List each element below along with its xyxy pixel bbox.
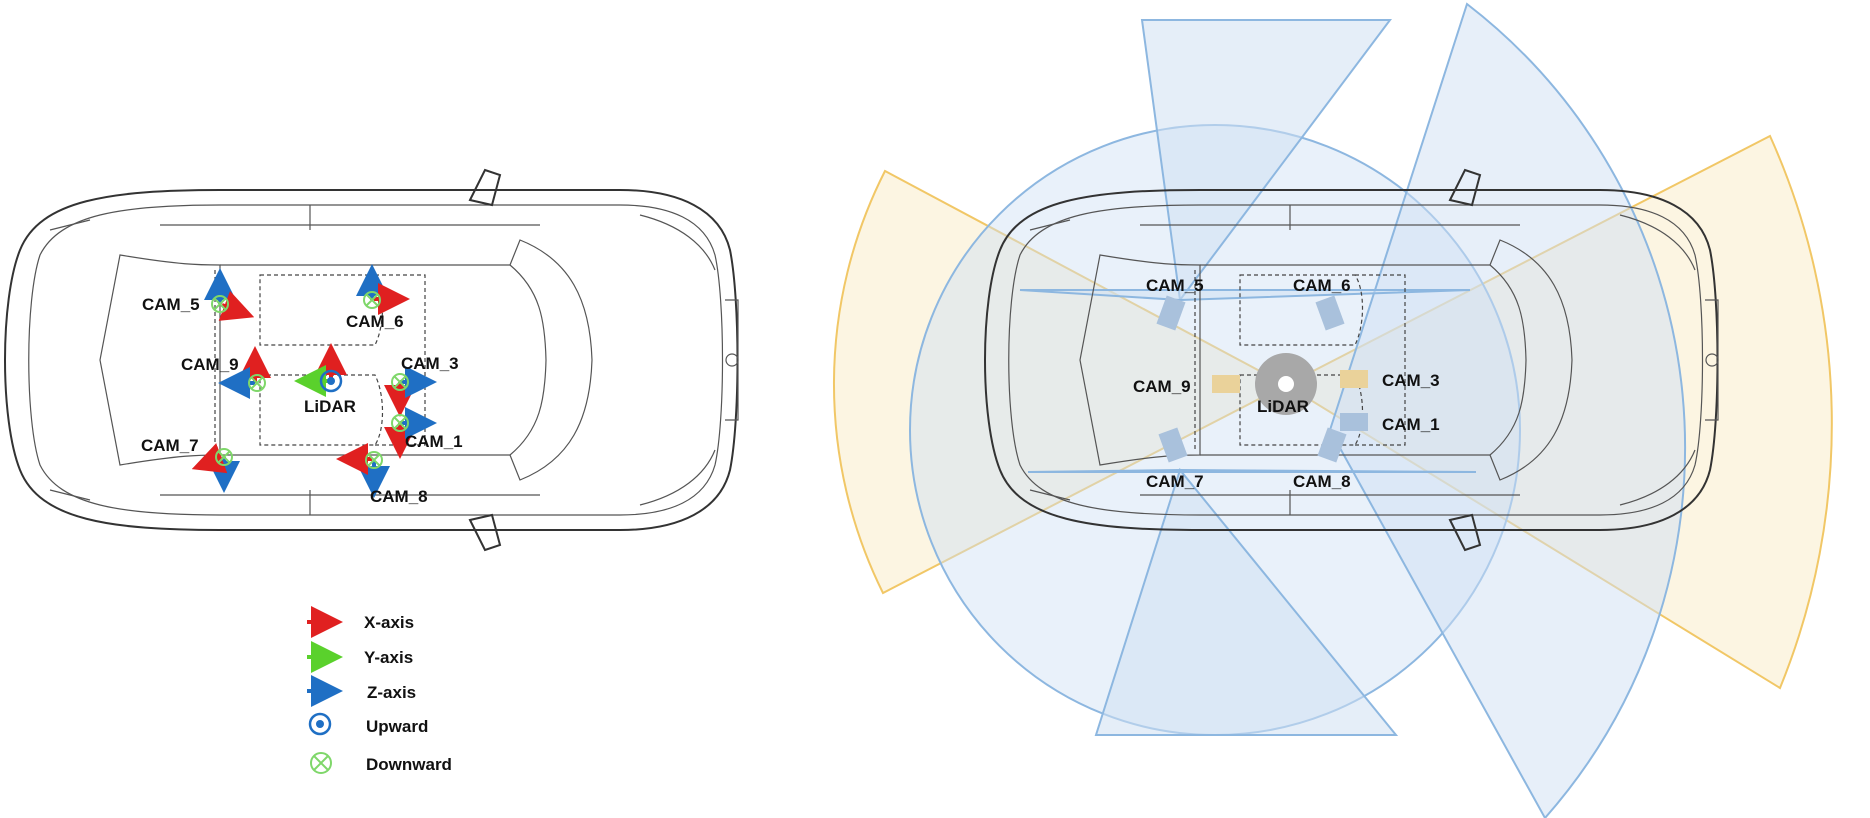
- downward-icon: [310, 752, 332, 774]
- cam5-frame: [204, 268, 255, 321]
- legend-upward: Upward: [366, 717, 428, 736]
- cam6-camera-icon: [1315, 295, 1345, 331]
- fov-cam5: [1140, 19, 1392, 303]
- cam7-camera-icon: [1158, 427, 1188, 463]
- legend-x-axis: X-axis: [364, 613, 414, 632]
- lidar-label-right: LiDAR: [1257, 397, 1309, 416]
- cam3-label-right: CAM_3: [1382, 371, 1440, 390]
- fov-blue-group: [909, 2, 1687, 818]
- cam7-label-left: CAM_7: [141, 436, 199, 455]
- cam9-camera-icon: [1212, 375, 1240, 393]
- legend-z-axis: Z-axis: [367, 683, 416, 702]
- fov-cam7: [1094, 467, 1399, 736]
- lidar-label-left: LiDAR: [304, 397, 356, 416]
- fov-cam1: [1328, 2, 1687, 818]
- cam6-label-left: CAM_6: [346, 312, 404, 331]
- cam8-label-left: CAM_8: [370, 487, 428, 506]
- cam6-frame: [356, 264, 410, 315]
- cam9-label-right: CAM_9: [1133, 377, 1191, 396]
- fov-cam6: [1019, 289, 1471, 302]
- cam1-label-right: CAM_1: [1382, 415, 1440, 434]
- cam3-label-left: CAM_3: [401, 354, 459, 373]
- camera-icons-right: [1156, 295, 1368, 463]
- lidar-frame-left: [294, 343, 347, 397]
- cam5-label-right: CAM_5: [1146, 276, 1204, 295]
- legend: X-axis Y-axis Z-axis Upward Downward: [307, 606, 452, 774]
- fov-cam8: [1027, 468, 1477, 473]
- cam8-label-right: CAM_8: [1293, 472, 1351, 491]
- cam1-frame: [384, 407, 437, 459]
- lidar-icon-right: [1255, 353, 1317, 415]
- cam8-camera-icon: [1317, 427, 1347, 463]
- legend-downward: Downward: [366, 755, 452, 774]
- cam3-frame: [384, 366, 437, 417]
- fov-cam9: [833, 169, 1289, 595]
- legend-y-axis: Y-axis: [364, 648, 413, 667]
- cam5-camera-icon: [1156, 295, 1186, 331]
- cam9-frame: [218, 346, 271, 399]
- cam1-label-left: CAM_1: [405, 432, 463, 451]
- cam7-frame: [191, 443, 240, 493]
- cam5-label-left: CAM_5: [142, 295, 200, 314]
- cam8-frame: [336, 443, 390, 498]
- cam3-camera-icon: [1340, 370, 1368, 388]
- cam6-label-right: CAM_6: [1293, 276, 1351, 295]
- cam9-label-left: CAM_9: [181, 355, 239, 374]
- upward-icon: [308, 712, 332, 736]
- cam1-camera-icon: [1340, 413, 1368, 431]
- cam7-label-right: CAM_7: [1146, 472, 1204, 491]
